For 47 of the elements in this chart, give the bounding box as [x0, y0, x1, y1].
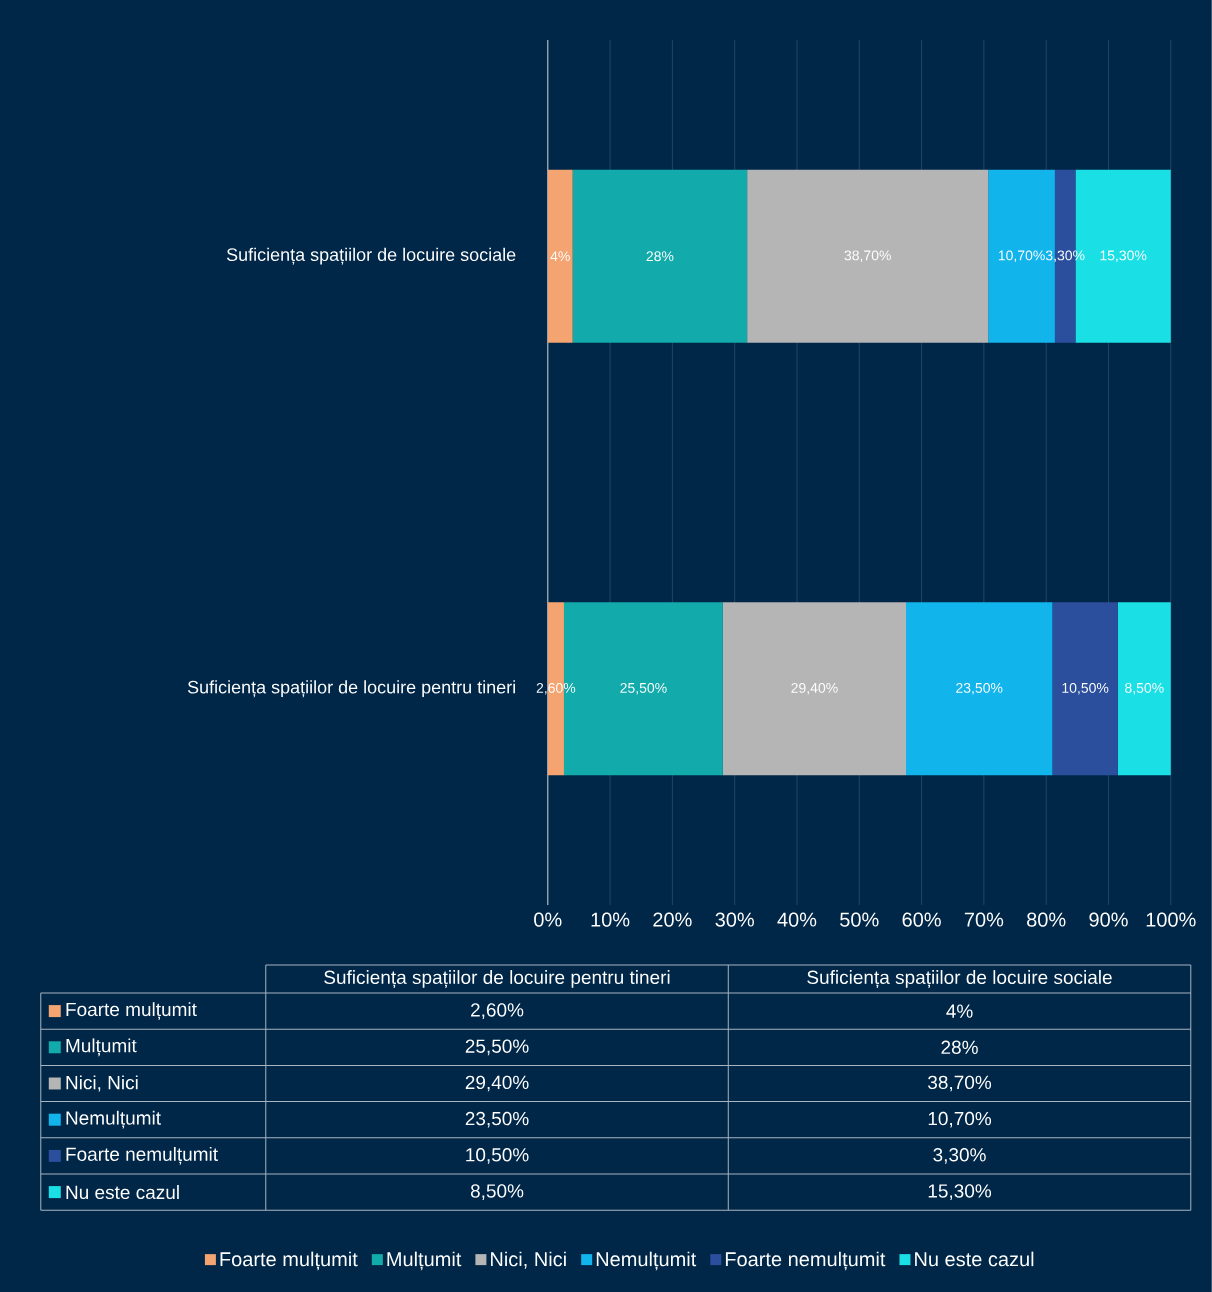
text: 38,70% [928, 1075, 992, 1092]
data-label: 4% [550, 251, 570, 262]
text: 8,50% [471, 1184, 524, 1200]
x-tick-label: 60% [902, 912, 941, 927]
text: Nici, Nici [66, 1075, 138, 1092]
x-tick-label: 10% [591, 912, 630, 927]
text: 4% [946, 1004, 973, 1018]
data-label: 25,50% [620, 682, 667, 695]
text: 25,50% [465, 1039, 529, 1056]
x-tick-label: 20% [653, 912, 692, 927]
data-label: 10,50% [1062, 682, 1109, 695]
text: Foarte nemulțumit [66, 1146, 219, 1165]
x-tick-label: 70% [964, 912, 1004, 927]
x-tick-label: 80% [1027, 912, 1066, 927]
legend-label: Foarte mulțumit [66, 1002, 197, 1020]
data-label: 8,50% [1125, 682, 1164, 695]
legend-label: Foarte nemulțumit [726, 1251, 886, 1271]
legend-label: Nemulțumit [596, 1251, 697, 1271]
legend-label: Nici, Nici [491, 1251, 566, 1269]
legend-label: Nu este cazul [915, 1251, 1034, 1267]
text: 10,70% [928, 1111, 992, 1128]
text: 2,60% [471, 1003, 524, 1019]
text: 28% [941, 1040, 978, 1055]
data-label: 15,30% [1100, 250, 1147, 263]
text: 15,30% [928, 1184, 992, 1200]
category-label: Suficiența spațiilor de locuire sociale [807, 970, 1112, 988]
text: Nu este cazul [66, 1185, 179, 1200]
text: 23,50% [465, 1111, 529, 1128]
x-tick-label: 50% [840, 912, 879, 927]
text: Nemulțumit [66, 1110, 162, 1129]
x-tick-label: 0% [534, 912, 562, 927]
text: 10,50% [466, 1148, 529, 1164]
text: Foarte mulțumit [220, 1251, 358, 1271]
x-tick-label: 100% [1146, 912, 1196, 927]
data-label: 23,50% [956, 682, 1003, 695]
data-label: 10,70% [999, 250, 1045, 263]
data-label: 38,70% [844, 250, 892, 263]
data-label: 28% [646, 251, 674, 262]
category-label: Suficiența spațiilor de locuire pentru tineri [324, 970, 670, 988]
text: 3,30% [933, 1148, 986, 1164]
text: 29,40% [465, 1075, 529, 1092]
x-tick-label: 30% [715, 912, 755, 927]
legend-label: Mulțumit [387, 1251, 462, 1271]
x-tick-label: 40% [777, 912, 817, 927]
data-label: 29,40% [791, 682, 838, 695]
x-tick-label: 90% [1089, 912, 1128, 927]
text: Mulțumit [66, 1038, 137, 1057]
